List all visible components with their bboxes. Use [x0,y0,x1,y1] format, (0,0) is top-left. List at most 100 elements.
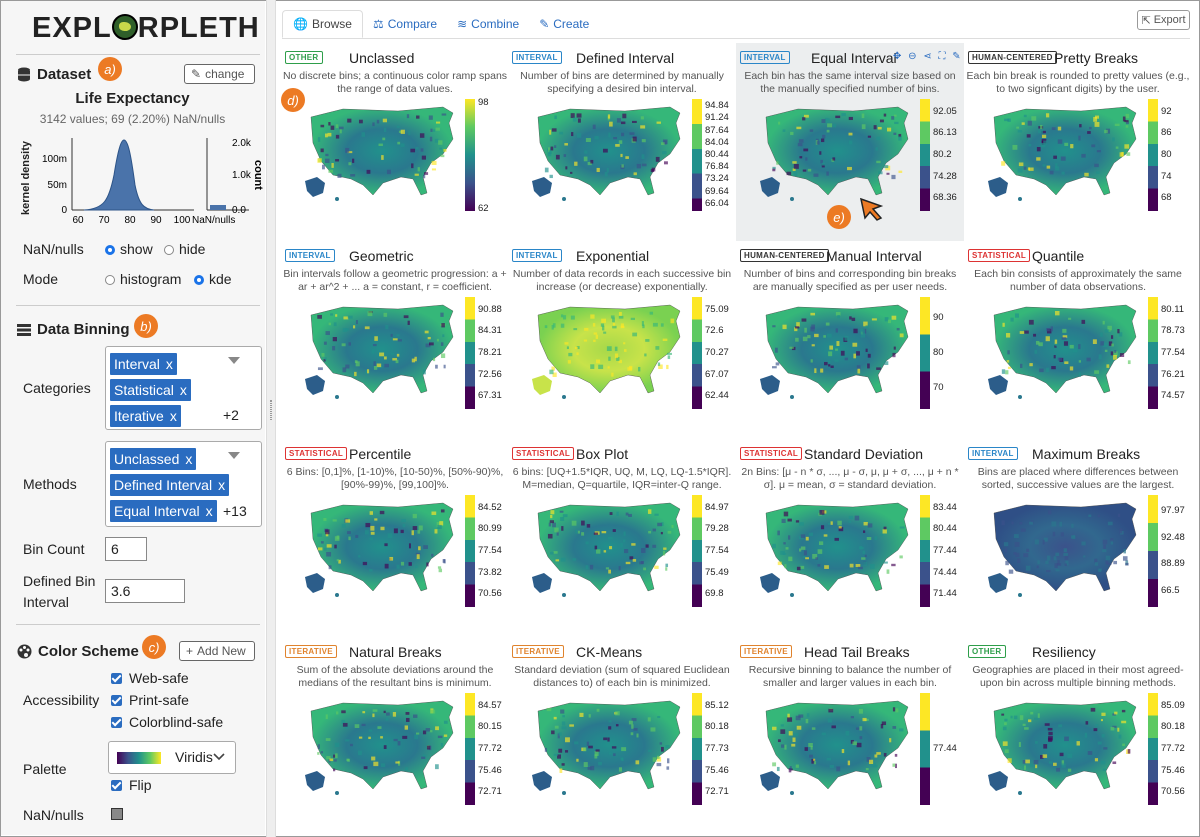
nan-hide-radio[interactable]: hide [164,241,205,257]
county-cell [868,759,874,765]
us-choropleth-map[interactable] [303,297,461,405]
method-card[interactable]: ITERATIVE Head Tail Breaks Recursive binni… [736,637,964,835]
web-safe-checkbox[interactable]: Web-safe [111,670,189,686]
county-cell [826,171,829,176]
method-card[interactable]: ITERATIVE Natural Breaks Sum of the absolu… [281,637,509,835]
legend-tick-label: 77.44 [933,545,957,556]
category-chip[interactable]: Iterative x [110,405,181,427]
method-card[interactable]: STATISTICAL Quantile Each bin consists of … [964,241,1192,439]
mode-kde-radio[interactable]: kde [194,271,232,287]
tab-combine[interactable]: ≋ Combine [457,17,520,31]
method-card[interactable]: INTERVAL Exponential Number of data record… [508,241,736,439]
county-cell [581,532,585,536]
legend-tick-label: 66.04 [705,197,729,209]
methods-select[interactable]: Unclassed x Defined Interval x Equal Inter… [105,441,262,527]
county-cell [607,537,613,540]
county-cell [438,140,443,145]
us-choropleth-map[interactable] [758,99,916,207]
chevron-down-icon[interactable] [213,753,225,761]
bin-count-input[interactable]: 6 [105,537,147,561]
chevron-down-icon[interactable] [228,452,240,459]
county-cell [369,511,374,515]
county-cell [1023,166,1027,170]
defined-interval-input[interactable]: 3.6 [105,579,185,603]
us-choropleth-map[interactable] [758,495,916,603]
us-choropleth-map[interactable] [530,99,688,207]
county-cell [879,119,884,123]
legend-tick-label: 77.54 [705,545,729,556]
tab-browse[interactable]: 🌐 Browse [282,10,363,38]
method-chip[interactable]: Defined Interval x [110,474,230,496]
flip-checkbox[interactable]: Flip [111,777,152,793]
nan-show-radio[interactable]: show [105,241,153,257]
add-color-scheme-button[interactable]: + Add New [179,641,255,661]
county-cell [418,525,423,531]
county-cell [608,752,612,755]
category-chip[interactable]: Statistical x [110,379,191,401]
legend-tick-label: 76.21 [1161,368,1185,380]
mode-histogram-radio[interactable]: histogram [105,271,181,287]
hawaii-shape [562,791,566,795]
county-cell [364,530,369,535]
us-choropleth-map[interactable] [530,693,688,801]
method-card[interactable]: ITERATIVE CK-Means Standard deviation (sum… [508,637,736,835]
method-card[interactable]: HUMAN-CENTERED Pretty Breaks Each bin brea… [964,43,1192,241]
tab-create[interactable]: ✎ Create [539,17,590,31]
method-description: Each bin break is rounded to pretty valu… [966,70,1190,95]
print-safe-checkbox[interactable]: Print-safe [111,692,189,708]
method-card[interactable]: OTHER Unclassed No discrete bins; a contin… [281,43,509,241]
colorblind-safe-checkbox[interactable]: Colorblind-safe [111,714,223,730]
county-cell [656,762,662,767]
method-card[interactable]: OTHER Resiliency Geographies are placed in… [964,637,1192,835]
county-cell [564,143,568,146]
county-cell [853,353,857,359]
category-chip[interactable]: Interval x [110,353,177,375]
county-cell [620,153,623,158]
method-card[interactable]: INTERVAL Maximum Breaks Bins are placed wh… [964,439,1192,637]
us-choropleth-map[interactable] [758,693,916,801]
us-choropleth-map[interactable] [303,495,461,603]
export-button[interactable]: ⇱ Export [1137,10,1190,30]
method-card[interactable]: INTERVAL Defined Interval Number of bins a… [508,43,736,241]
county-cell [607,737,610,742]
county-cell [1007,758,1012,763]
chevron-down-icon[interactable] [228,357,240,364]
method-chip[interactable]: Equal Interval x [110,500,217,522]
us-choropleth-map[interactable] [303,99,461,207]
palette-select[interactable]: Viridis [108,741,236,774]
us-choropleth-map[interactable] [986,693,1144,801]
county-cell [863,521,868,526]
nan-color-swatch[interactable] [111,808,123,820]
county-cell [796,126,802,130]
county-cell [648,749,652,752]
county-cell [847,166,852,171]
county-cell [385,150,388,154]
method-card[interactable]: STATISTICAL Percentile 6 Bins: [0,1]%, [1-… [281,439,509,637]
tab-compare[interactable]: ⚖ Compare [372,17,438,31]
change-dataset-button[interactable]: ✎ change [184,64,255,84]
method-chip[interactable]: Unclassed x [110,448,197,470]
panel-resizer[interactable] [266,0,276,837]
us-choropleth-map[interactable] [986,297,1144,405]
us-choropleth-map[interactable] [303,693,461,801]
categories-select[interactable]: Interval x Statistical x Iterative x +2 [105,346,262,430]
county-cell [627,367,633,371]
method-card[interactable]: INTERVAL Geometric Bin intervals follow a … [281,241,509,439]
card-toolbar-icons[interactable]: ✥ ⊖ ⋖ ⛶ ✎ [893,51,963,62]
us-choropleth-map[interactable] [986,495,1144,603]
resize-grip-icon[interactable] [270,400,272,420]
us-choropleth-map[interactable] [530,495,688,603]
us-choropleth-map[interactable] [986,99,1144,207]
us-choropleth-map[interactable] [758,297,916,405]
method-card[interactable]: HUMAN-CENTERED Manual Interval Number of b… [736,241,964,439]
method-card[interactable]: STATISTICAL Standard Deviation 2n Bins: [μ… [736,439,964,637]
county-cell [899,728,904,732]
hawaii-shape [562,395,566,399]
method-card[interactable]: INTERVAL Equal Interval ✥ ⊖ ⋖ ⛶ ✎ Each bin … [736,43,964,241]
legend-tick-label: 83.44 [933,501,957,513]
us-choropleth-map[interactable] [530,297,688,405]
category-badge: STATISTICAL [512,447,575,460]
county-cell [574,741,579,745]
county-cell [640,125,646,129]
method-card[interactable]: STATISTICAL Box Plot 6 bins: [UQ+1.5*IQR, … [508,439,736,637]
